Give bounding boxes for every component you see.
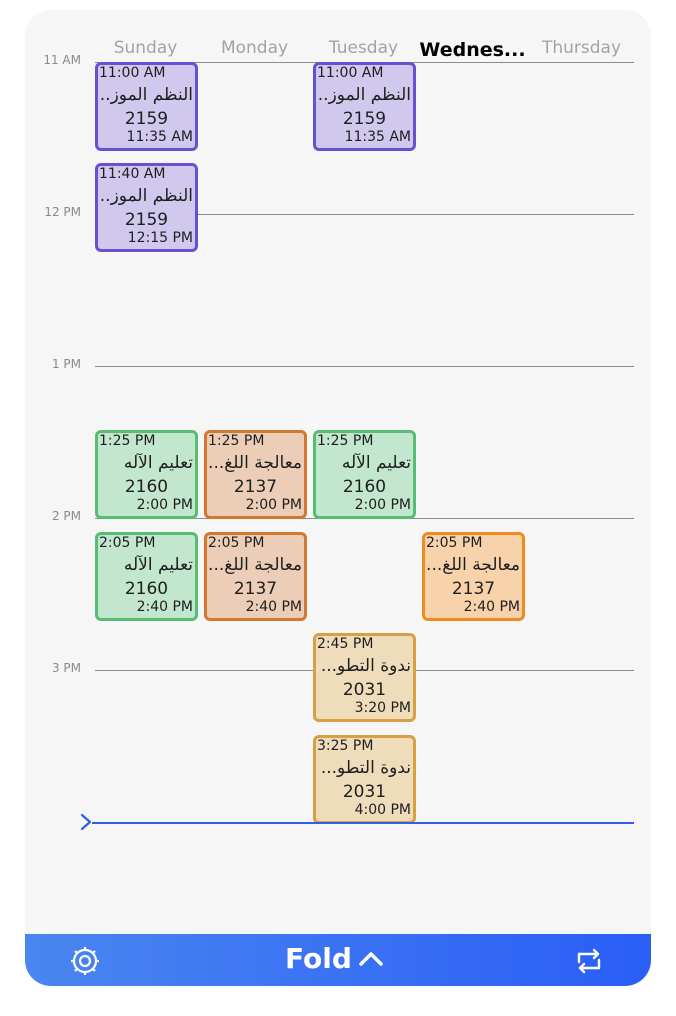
event-title: ندوة التطو... — [320, 656, 411, 676]
event-end-time: 2:40 PM — [463, 599, 520, 615]
chevron-up-icon — [359, 951, 383, 966]
hour-label-3pm: 3 PM — [51, 661, 81, 675]
hour-label-11am: 11 AM — [43, 53, 81, 67]
event-title: النظم الموز... — [313, 85, 411, 105]
hour-label-2pm: 2 PM — [51, 509, 81, 523]
event-room: 2160 — [124, 579, 169, 599]
event-block[interactable]: 2:05 PM معالجة اللغ... 2137 2:40 PM — [422, 532, 525, 621]
fold-label: Fold — [285, 942, 352, 975]
event-end-time: 3:20 PM — [354, 700, 411, 716]
day-header-monday[interactable]: Monday — [220, 38, 289, 58]
event-room: 2160 — [342, 477, 387, 497]
settings-gear-icon[interactable] — [69, 945, 101, 977]
event-block[interactable]: 11:00 AM النظم الموز... 2159 11:35 AM — [313, 62, 416, 151]
event-start-time: 2:45 PM — [317, 636, 374, 652]
event-block[interactable]: 2:05 PM معالجة اللغ... 2137 2:40 PM — [204, 532, 307, 621]
event-start-time: 1:25 PM — [208, 433, 265, 449]
event-end-time: 11:35 AM — [344, 129, 411, 145]
event-room: 2137 — [233, 477, 278, 497]
day-header-tuesday[interactable]: Tuesday — [328, 38, 399, 58]
event-room: 2159 — [124, 210, 169, 230]
event-start-time: 3:25 PM — [317, 738, 374, 754]
hour-line-12pm — [95, 214, 634, 215]
event-end-time: 4:00 PM — [354, 802, 411, 818]
calendar-card: Sunday Monday Tuesday Wednes... Thursday… — [25, 10, 651, 986]
bottom-bar: Fold — [25, 934, 651, 986]
event-block[interactable]: 3:25 PM ندوة التطو... 2031 4:00 PM — [313, 735, 416, 824]
hour-line-1pm — [95, 366, 634, 367]
event-start-time: 11:00 AM — [317, 65, 384, 81]
event-title: معالجة اللغ... — [208, 555, 302, 575]
event-start-time: 2:05 PM — [426, 535, 483, 551]
event-title: معالجة اللغ... — [426, 555, 520, 575]
event-room: 2031 — [342, 782, 387, 802]
event-end-time: 2:00 PM — [354, 497, 411, 513]
event-block[interactable]: 1:25 PM تعليم الآله 2160 2:00 PM — [313, 430, 416, 519]
event-title: تعليم الآله — [123, 555, 193, 575]
event-end-time: 12:15 PM — [127, 230, 193, 246]
event-block[interactable]: 11:00 AM النظم الموز... 2159 11:35 AM — [95, 62, 198, 151]
event-block[interactable]: 1:25 PM تعليم الآله 2160 2:00 PM — [95, 430, 198, 519]
event-start-time: 11:00 AM — [99, 65, 166, 81]
event-title: النظم الموز... — [95, 85, 193, 105]
event-title: النظم الموز... — [95, 186, 193, 206]
current-time-line — [92, 822, 634, 824]
event-block[interactable]: 2:45 PM ندوة التطو... 2031 3:20 PM — [313, 633, 416, 722]
hour-label-12pm: 12 PM — [44, 205, 81, 219]
event-block[interactable]: 11:40 AM النظم الموز... 2159 12:15 PM — [95, 163, 198, 252]
day-header-thursday[interactable]: Thursday — [541, 38, 622, 58]
event-end-time: 2:40 PM — [136, 599, 193, 615]
current-time-chevron-icon — [80, 813, 92, 831]
event-block[interactable]: 1:25 PM معالجة اللغ... 2137 2:00 PM — [204, 430, 307, 519]
event-title: معالجة اللغ... — [208, 453, 302, 473]
event-end-time: 2:40 PM — [245, 599, 302, 615]
event-room: 2031 — [342, 680, 387, 700]
event-block[interactable]: 2:05 PM تعليم الآله 2160 2:40 PM — [95, 532, 198, 621]
event-room: 2160 — [124, 477, 169, 497]
event-title: تعليم الآله — [341, 453, 411, 473]
event-end-time: 2:00 PM — [245, 497, 302, 513]
event-start-time: 11:40 AM — [99, 166, 166, 182]
event-start-time: 2:05 PM — [208, 535, 265, 551]
event-room: 2159 — [124, 109, 169, 129]
hour-label-1pm: 1 PM — [51, 357, 81, 371]
event-room: 2137 — [233, 579, 278, 599]
event-title: تعليم الآله — [123, 453, 193, 473]
event-start-time: 1:25 PM — [99, 433, 156, 449]
event-start-time: 2:05 PM — [99, 535, 156, 551]
fold-button[interactable]: Fold — [285, 942, 384, 975]
event-end-time: 2:00 PM — [136, 497, 193, 513]
repeat-icon[interactable] — [573, 945, 605, 977]
event-room: 2137 — [451, 579, 496, 599]
day-header-sunday[interactable]: Sunday — [113, 38, 178, 58]
event-title: ندوة التطو... — [320, 758, 411, 778]
day-header-wednesday[interactable]: Wednes... — [419, 39, 526, 61]
event-end-time: 11:35 AM — [126, 129, 193, 145]
event-room: 2159 — [342, 109, 387, 129]
event-start-time: 1:25 PM — [317, 433, 374, 449]
